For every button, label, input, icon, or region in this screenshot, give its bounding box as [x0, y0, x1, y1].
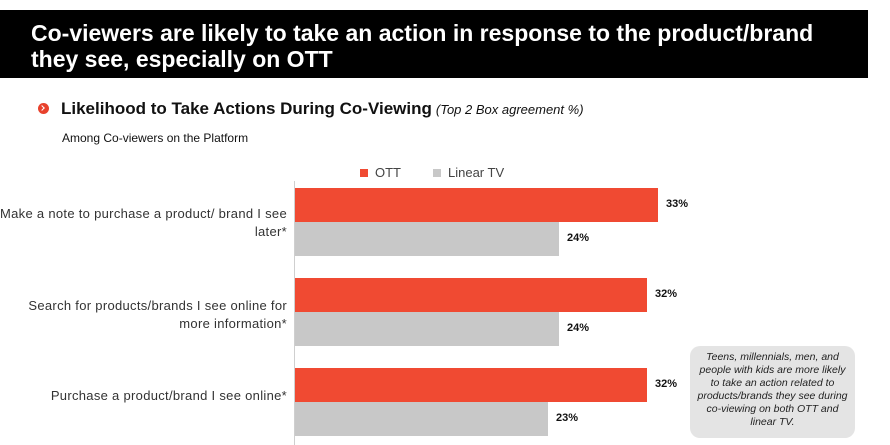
legend-label-linear-tv: Linear TV: [448, 165, 505, 180]
category-label: Search for products/brands I see online …: [28, 298, 287, 331]
bar-value-label: 32%: [655, 378, 678, 390]
bullet-arrow-icon: [38, 103, 49, 114]
page-title: Co-viewers are likely to take an action …: [31, 20, 814, 72]
chart-title-text: Likelihood to Take Actions During Co-Vie…: [61, 99, 432, 118]
bar-ott: [295, 368, 647, 402]
bar-linear-tv: [295, 312, 559, 346]
chart-legend: OTT Linear TV: [360, 165, 504, 180]
legend-item-ott: OTT: [360, 165, 401, 180]
bar-value-label: 32%: [655, 288, 678, 300]
chart-title-note: (Top 2 Box agreement %): [435, 102, 584, 117]
bar-linear-tv: [295, 402, 548, 436]
bar-value-label: 24%: [567, 232, 590, 244]
legend-item-linear-tv: Linear TV: [433, 165, 504, 180]
chart-title: Likelihood to Take Actions During Co-Vie…: [61, 99, 584, 119]
legend-label-ott: OTT: [375, 165, 401, 180]
title-banner: Co-viewers are likely to take an action …: [0, 10, 868, 78]
bar-value-label: 24%: [567, 322, 590, 334]
bar-ott: [295, 188, 658, 222]
category-label: Purchase a product/brand I see online*: [50, 388, 287, 403]
bar-linear-tv: [295, 222, 559, 256]
bar-value-label: 33%: [666, 198, 689, 210]
category-label: Make a note to purchase a product/ brand…: [0, 206, 287, 239]
legend-swatch-linear-tv: [433, 168, 441, 177]
bar-ott: [295, 278, 647, 312]
bar-value-label: 23%: [556, 412, 579, 424]
callout-box: Teens, millennials, men, and people with…: [690, 346, 855, 438]
legend-swatch-ott: [360, 168, 368, 177]
chart-subtitle: Among Co-viewers on the Platform: [62, 131, 249, 145]
category-axis-line: [294, 181, 295, 445]
